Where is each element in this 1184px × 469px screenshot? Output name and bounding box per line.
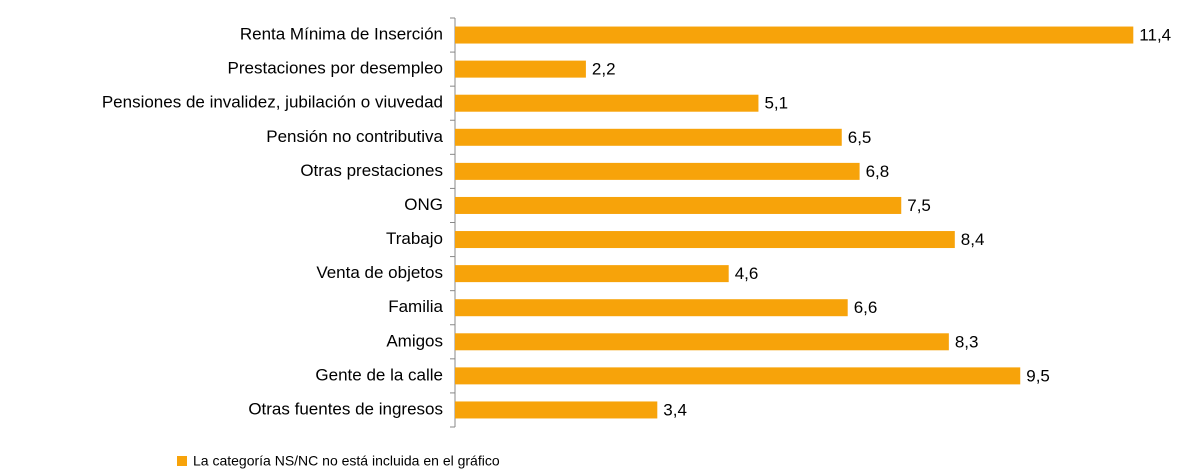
bar [455, 196, 902, 214]
y-tick-label: Pensión no contributiva [266, 127, 443, 146]
bar [455, 367, 1021, 385]
y-tick-label: Otras fuentes de ingresos [248, 399, 443, 418]
bar [455, 231, 955, 249]
value-label: 3,4 [663, 400, 687, 419]
value-label: 2,2 [592, 60, 616, 79]
y-tick-label: Trabajo [386, 229, 443, 248]
value-label: 5,1 [764, 94, 788, 113]
value-label: 6,5 [848, 128, 872, 147]
y-tick-label: Otras prestaciones [300, 161, 443, 180]
y-tick-label: Prestaciones por desempleo [228, 59, 443, 78]
bar [455, 128, 842, 146]
note: La categoría NS/NC no está incluida en e… [193, 453, 500, 469]
y-tick-label: Amigos [386, 331, 443, 350]
bar [455, 162, 860, 180]
value-label: 7,5 [907, 196, 931, 215]
value-label: 11,4 [1139, 26, 1171, 45]
y-tick-label: Pensiones de invalidez, jubilación o viu… [102, 93, 443, 112]
value-label: 9,5 [1026, 366, 1050, 385]
bar [455, 60, 586, 78]
y-tick-label: Gente de la calle [315, 365, 443, 384]
y-tick-label: Familia [388, 297, 443, 316]
bar [455, 333, 949, 351]
y-tick-label: Renta Mínima de Inserción [240, 25, 443, 44]
y-tick-label: ONG [404, 195, 443, 214]
value-label: 4,6 [735, 264, 759, 283]
bar [455, 299, 848, 317]
note-swatch [177, 456, 187, 466]
bar [455, 94, 759, 112]
value-label: 8,3 [955, 332, 979, 351]
bar [455, 26, 1134, 44]
value-label: 8,4 [961, 230, 985, 249]
value-label: 6,8 [866, 162, 890, 181]
bar [455, 401, 658, 419]
bar [455, 265, 729, 283]
value-label: 6,6 [854, 298, 878, 317]
y-tick-label: Venta de objetos [316, 263, 443, 282]
